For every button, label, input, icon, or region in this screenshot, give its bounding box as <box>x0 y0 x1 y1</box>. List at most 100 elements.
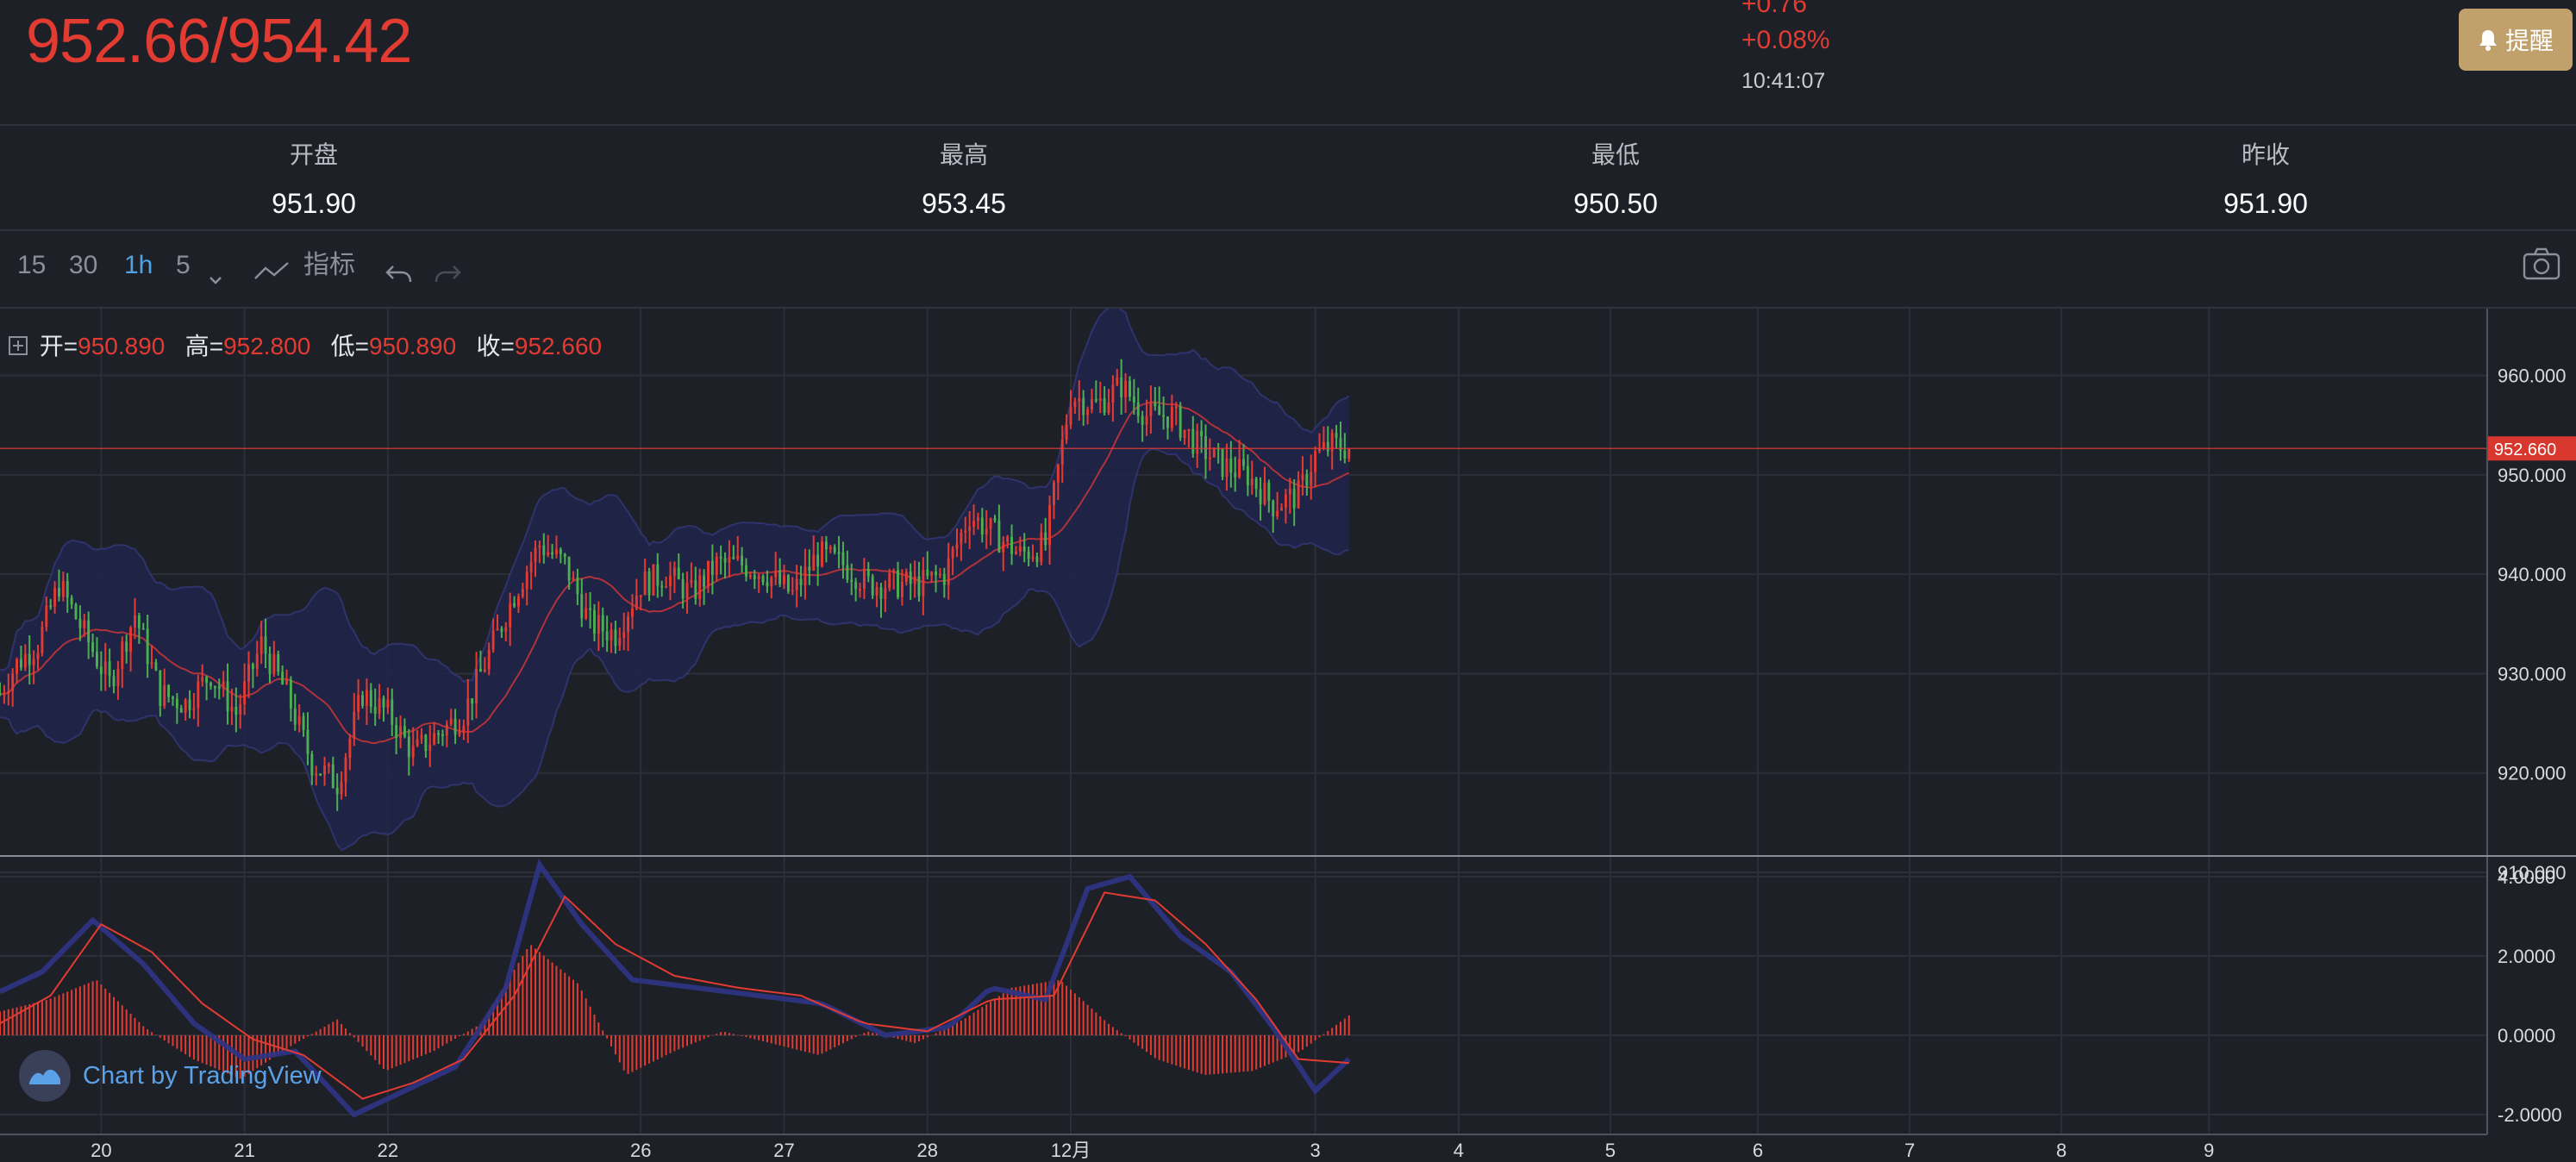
candle <box>1044 532 1047 546</box>
candle <box>917 576 921 597</box>
candle <box>1280 507 1283 511</box>
x-tick-label: 12月 <box>1051 1140 1091 1161</box>
candle <box>1225 458 1229 478</box>
candle <box>605 631 609 640</box>
candle <box>45 605 48 628</box>
alert-button[interactable]: 提醒 <box>2459 9 2573 71</box>
candle <box>1246 465 1249 486</box>
candle <box>1259 489 1262 505</box>
interval-30[interactable]: 30 <box>69 251 98 279</box>
quote-time: 10:41:07 <box>1741 69 1826 93</box>
candle <box>163 684 166 706</box>
candle <box>1094 398 1097 402</box>
chevron-down-icon[interactable] <box>207 255 224 307</box>
candle <box>462 725 466 732</box>
candle <box>230 706 234 712</box>
candle <box>685 583 689 599</box>
candle <box>1322 441 1325 448</box>
candle <box>690 580 693 584</box>
candle <box>871 576 874 596</box>
candle <box>572 577 575 581</box>
candle <box>213 685 216 688</box>
camera-icon[interactable] <box>2523 247 2560 298</box>
candle <box>538 545 541 548</box>
candle <box>403 726 406 737</box>
candle <box>972 521 976 527</box>
open-value: 950.890 <box>78 333 166 359</box>
candle <box>259 636 263 654</box>
candle <box>601 615 604 632</box>
candle <box>116 668 120 686</box>
stat-label: 最低 <box>1591 141 1640 169</box>
candle <box>1174 406 1178 409</box>
x-tick-label: 20 <box>91 1140 111 1161</box>
candle <box>416 739 419 746</box>
candle <box>1347 448 1351 459</box>
candle <box>1136 403 1140 416</box>
candle <box>1272 500 1275 517</box>
indicator-icon[interactable] <box>253 250 290 302</box>
price-chart[interactable]: 952.660 960.000 950.000 940.000 930.000 920.0… <box>0 309 2576 1162</box>
candle <box>449 718 453 725</box>
stat-label: 最高 <box>939 141 988 169</box>
candle <box>799 578 803 585</box>
candle <box>420 734 423 740</box>
candle <box>786 575 790 591</box>
candle <box>496 628 499 631</box>
candle <box>179 708 183 713</box>
y-tick-label: 910.000 <box>2498 862 2567 884</box>
candle <box>1018 546 1022 552</box>
candle <box>828 547 832 550</box>
candle <box>761 575 765 583</box>
candle <box>134 615 136 628</box>
last-price-badge <box>2487 436 2576 461</box>
candle <box>551 552 554 555</box>
candle <box>770 577 773 587</box>
redo-icon[interactable] <box>433 252 462 303</box>
candle <box>854 582 858 590</box>
candle <box>672 567 676 576</box>
candle <box>1263 482 1266 505</box>
candle <box>719 556 722 559</box>
candle <box>1098 397 1102 402</box>
x-tick-label: 7 <box>1904 1140 1915 1161</box>
stat-value: 950.50 <box>1573 188 1658 219</box>
candle <box>757 575 760 579</box>
candle <box>7 690 10 694</box>
candle <box>1305 474 1309 486</box>
y-tick-label: 2.0000 <box>2498 946 2555 967</box>
candle <box>28 653 31 665</box>
toolbar-divider <box>0 307 2576 309</box>
candle <box>947 558 950 585</box>
candle <box>184 699 187 713</box>
candle <box>281 672 284 684</box>
candle <box>0 693 2 696</box>
ohlc-legend: 开=950.890 高=952.800 低=950.890 收=952.660 <box>9 328 602 362</box>
tradingview-attribution[interactable]: Chart by TradingView <box>19 1050 322 1102</box>
candle <box>159 670 162 706</box>
candle <box>192 708 196 710</box>
candle <box>816 554 820 567</box>
candle <box>361 695 364 706</box>
candle <box>1027 551 1030 559</box>
legend-toggle-icon[interactable] <box>9 335 28 355</box>
interval-5[interactable]: 5 <box>176 251 191 279</box>
candle <box>226 681 229 712</box>
candle <box>264 636 267 654</box>
stat-value: 951.90 <box>2223 188 2308 219</box>
candle <box>297 715 301 725</box>
candle <box>812 554 816 572</box>
candle <box>1339 438 1342 451</box>
interval-1h[interactable]: 1h <box>124 251 153 279</box>
stat-high: 最高 953.45 <box>800 136 1128 220</box>
candle <box>201 677 204 682</box>
interval-15[interactable]: 15 <box>17 251 47 279</box>
candle <box>1208 457 1211 459</box>
candle <box>736 555 740 559</box>
undo-icon[interactable] <box>385 252 414 303</box>
indicator-button[interactable]: 指标 <box>303 251 355 279</box>
candle <box>150 662 153 665</box>
candle <box>289 679 292 709</box>
candle <box>1002 541 1005 553</box>
candle <box>222 681 225 689</box>
